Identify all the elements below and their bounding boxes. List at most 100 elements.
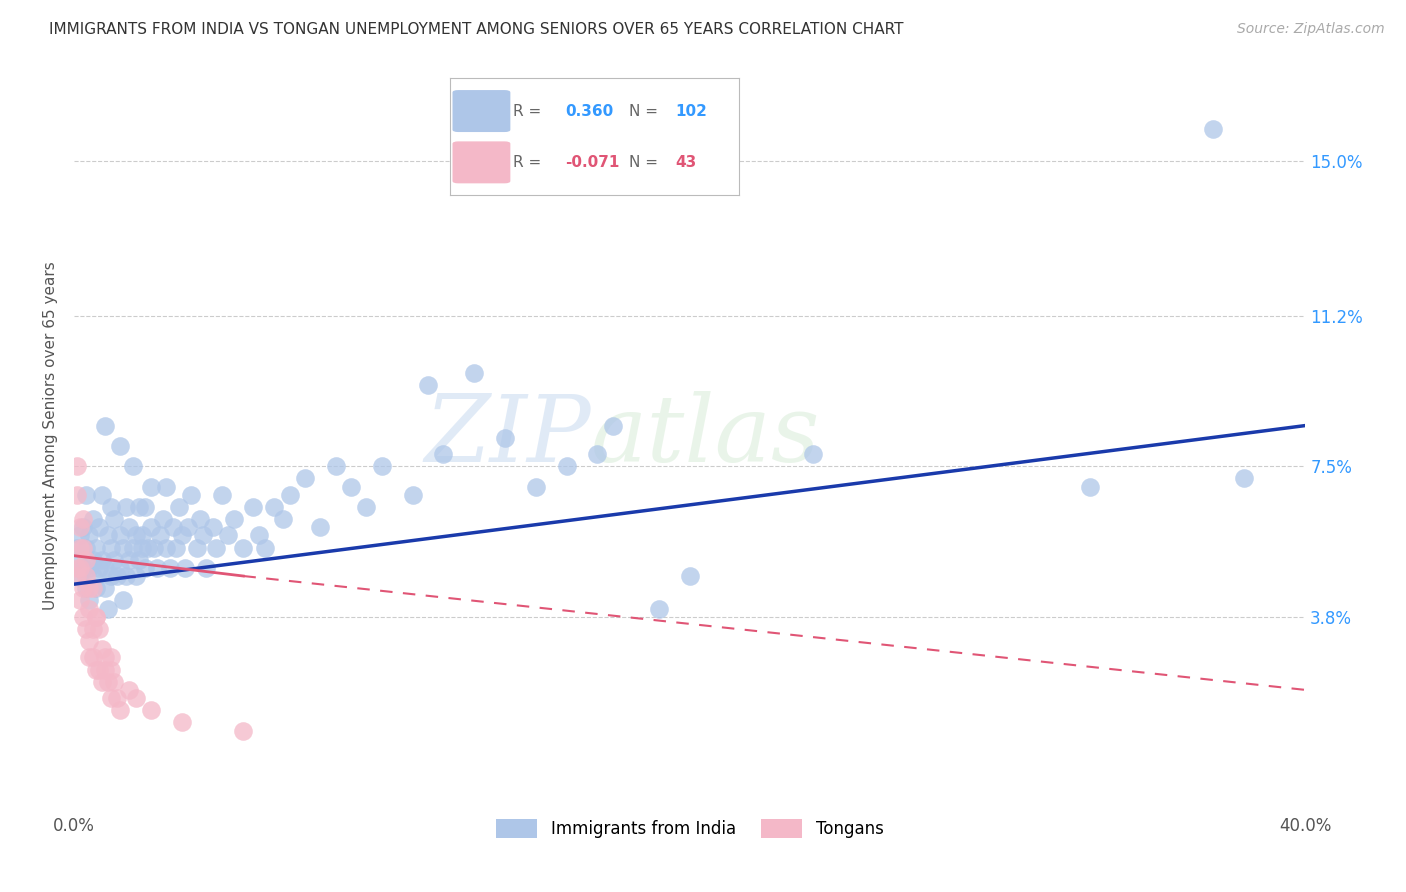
Point [124,691,146,706]
Point [75,541,97,555]
Point [75,581,97,595]
Point [72,541,94,555]
Point [273,512,295,526]
Point [232,723,254,738]
Point [112,541,135,555]
Point [242,500,264,514]
Point [170,528,193,542]
Point [524,479,547,493]
Point [94,581,117,595]
Point [82,569,104,583]
Point [801,447,824,461]
Point [84,541,107,555]
Point [177,520,200,534]
Point [402,488,425,502]
Text: atlas: atlas [591,391,821,481]
Point [118,682,141,697]
Point [159,561,181,575]
Point [162,520,184,534]
Legend: Immigrants from India, Tongans: Immigrants from India, Tongans [489,813,890,845]
Point [82,650,104,665]
Point [103,553,125,567]
Point [72,520,94,534]
Point [139,703,162,717]
Point [325,459,347,474]
Point [188,512,211,526]
Point [112,593,135,607]
Point [105,569,128,583]
Point [356,500,378,514]
Point [100,569,122,583]
Point [82,622,104,636]
Point [110,703,132,717]
Point [278,488,301,502]
Point [72,609,94,624]
Point [128,553,150,567]
Point [84,581,107,595]
Point [75,553,97,567]
Point [90,642,112,657]
Point [97,601,120,615]
Point [72,581,94,595]
Point [90,674,112,689]
Point [149,528,172,542]
Point [87,561,110,575]
Point [66,561,89,575]
Text: ZIP: ZIP [425,391,591,481]
Point [201,520,224,534]
Point [79,650,101,665]
Point [72,561,94,575]
Point [110,439,132,453]
Text: Source: ZipAtlas.com: Source: ZipAtlas.com [1237,22,1385,37]
Point [103,674,125,689]
Point [100,500,122,514]
Point [195,561,218,575]
Point [170,715,193,730]
Point [69,520,91,534]
Point [586,447,609,461]
Point [72,512,94,526]
Point [463,366,485,380]
Point [66,541,89,555]
Point [371,459,394,474]
Point [94,418,117,433]
Point [82,512,104,526]
Point [217,528,239,542]
Point [167,500,190,514]
Point [124,528,146,542]
Point [155,541,177,555]
Point [69,569,91,583]
Point [232,541,254,555]
Point [152,512,174,526]
Point [75,622,97,636]
Point [118,520,141,534]
Point [90,488,112,502]
Point [66,553,89,567]
Point [115,500,138,514]
Point [139,520,162,534]
Point [100,650,122,665]
Point [79,528,101,542]
Point [69,528,91,542]
Point [87,622,110,636]
Point [103,512,125,526]
Point [224,512,246,526]
Point [128,500,150,514]
Point [69,541,91,555]
Point [416,378,439,392]
Point [79,581,101,595]
Point [69,561,91,575]
Point [211,488,233,502]
Point [155,479,177,493]
Point [204,541,226,555]
Point [110,528,132,542]
Point [131,541,153,555]
Point [124,569,146,583]
Point [174,561,197,575]
Point [79,634,101,648]
Point [75,569,97,583]
Point [247,528,270,542]
Point [134,500,156,514]
Point [121,541,143,555]
Point [84,663,107,677]
